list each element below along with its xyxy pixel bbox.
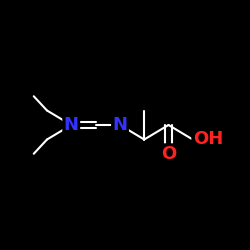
Text: OH: OH	[193, 130, 223, 148]
Text: N: N	[112, 116, 128, 134]
Text: O: O	[161, 145, 176, 163]
Text: N: N	[64, 116, 79, 134]
